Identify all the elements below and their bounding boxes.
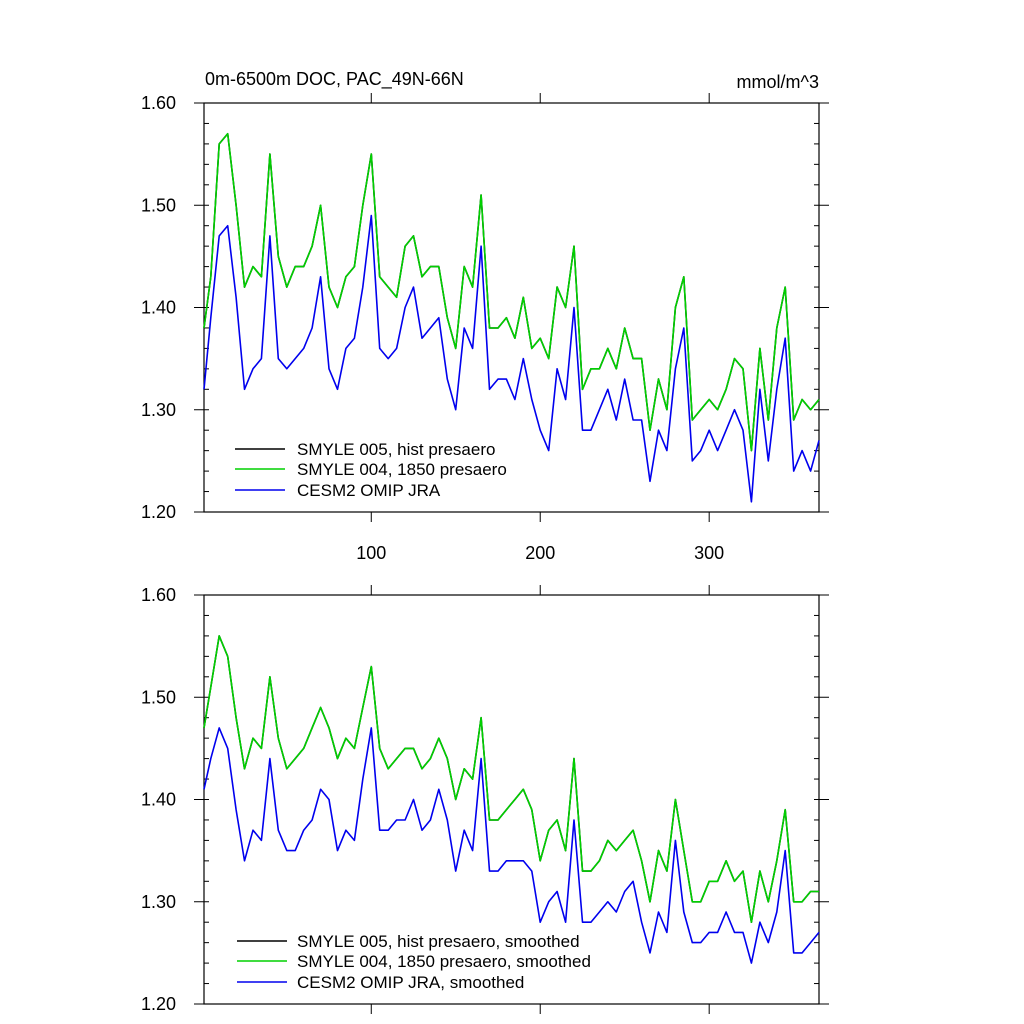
y-tick-label: 1.50 [141, 687, 176, 707]
legend-label-smyle-005-smoothed: SMYLE 005, hist presaero, smoothed [297, 932, 580, 951]
series-line-1 [203, 635, 819, 924]
y-tick-label: 1.30 [141, 400, 176, 420]
y-tick-label: 1.50 [141, 195, 176, 215]
series-line-1 [203, 132, 820, 452]
y-tick-label: 1.40 [141, 790, 176, 810]
legend-label-cesm2: CESM2 OMIP JRA [297, 481, 441, 500]
legend: SMYLE 005, hist presaero SMYLE 004, 1850… [235, 440, 507, 500]
legend-label-cesm2-smoothed: CESM2 OMIP JRA, smoothed [297, 973, 524, 992]
legend: SMYLE 005, hist presaero, smoothed SMYLE… [237, 932, 591, 992]
y-tick-label: 1.60 [141, 93, 176, 113]
legend-label-smyle-005: SMYLE 005, hist presaero [297, 440, 495, 459]
y-tick-label: 1.30 [141, 892, 176, 912]
bottom-panel-smoothed: SMYLE 005, hist presaero, smoothed SMYLE… [141, 585, 829, 1014]
series-line-0 [203, 635, 819, 924]
legend-label-smyle-004-smoothed: SMYLE 004, 1850 presaero, smoothed [297, 952, 591, 971]
units-label: mmol/m^3 [737, 72, 819, 92]
top-panel-raw: 0m-6500m DOC, PAC_49N-66N mmol/m^3 SMYLE… [141, 69, 829, 563]
series-line-0 [203, 132, 820, 452]
y-tick-label: 1.60 [141, 585, 176, 605]
legend-label-smyle-004: SMYLE 004, 1850 presaero [297, 460, 507, 479]
y-tick-label: 1.20 [141, 502, 176, 522]
series-line-2 [203, 214, 820, 503]
series-line-2 [203, 727, 820, 964]
x-tick-label: 100 [356, 543, 386, 563]
y-tick-label: 1.20 [141, 994, 176, 1014]
y-tick-label: 1.40 [141, 298, 176, 318]
chart-title: 0m-6500m DOC, PAC_49N-66N [205, 69, 464, 90]
x-tick-label: 200 [525, 543, 555, 563]
x-tick-label: 300 [694, 543, 724, 563]
